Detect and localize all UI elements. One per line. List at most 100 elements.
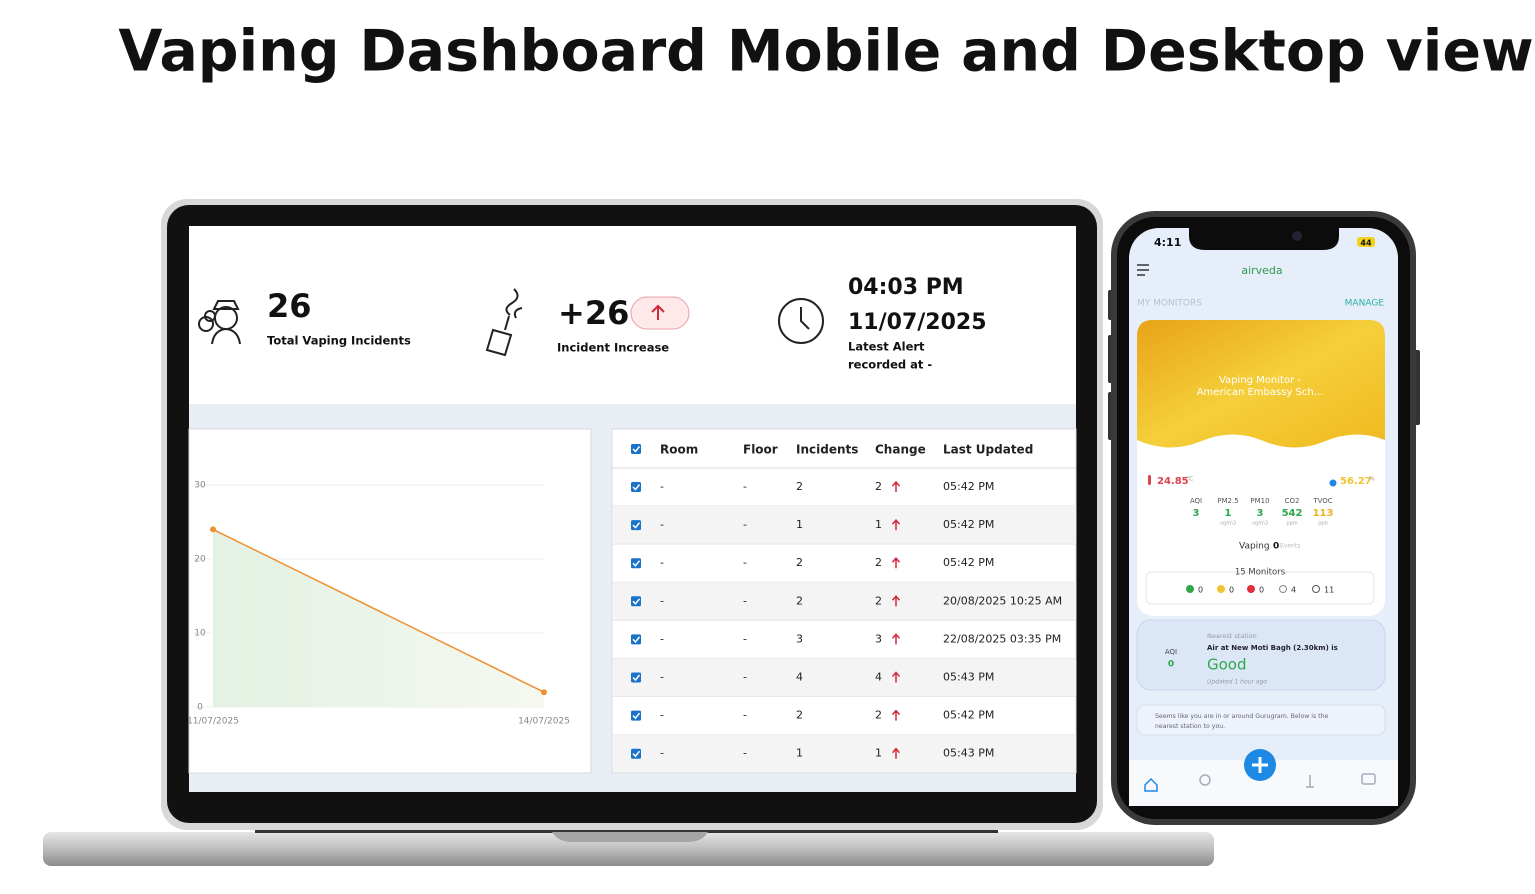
row-shade bbox=[613, 582, 1076, 621]
y-tick-label: 10 bbox=[194, 629, 206, 639]
home-tab[interactable] bbox=[1144, 777, 1158, 792]
cell: 05:43 PM bbox=[943, 747, 994, 760]
alert-label: Latest Alert bbox=[848, 340, 925, 354]
cell: - bbox=[660, 556, 664, 569]
cell: 05:42 PM bbox=[943, 709, 994, 722]
check-mark bbox=[632, 560, 641, 567]
increase-arrow bbox=[651, 304, 665, 320]
cell: 22/08/2025 03:35 PM bbox=[943, 632, 1061, 645]
status-time: 4:11 bbox=[1154, 236, 1181, 249]
station-updated: Updated 1 hour ago bbox=[1207, 679, 1267, 686]
cell: 05:42 PM bbox=[943, 556, 994, 569]
row-shade bbox=[613, 506, 1076, 545]
location-card bbox=[1136, 704, 1386, 736]
cell: - bbox=[660, 594, 664, 607]
cell: - bbox=[743, 747, 747, 760]
column-header: Floor bbox=[743, 443, 778, 457]
status-dot bbox=[1247, 585, 1255, 593]
laptop-notch bbox=[552, 832, 708, 842]
column-header: Change bbox=[875, 443, 926, 457]
metric-unit: ppb bbox=[1318, 521, 1328, 527]
stat-label: Incident Increase bbox=[557, 341, 669, 355]
cell: 4 bbox=[796, 671, 803, 684]
stat-value: 26 bbox=[267, 287, 312, 325]
station-status: Good bbox=[1207, 656, 1247, 674]
manage-link[interactable]: MANAGE bbox=[1345, 299, 1385, 309]
thermo bbox=[1148, 475, 1151, 485]
change-arrow bbox=[891, 633, 901, 645]
menu-icon bbox=[1137, 264, 1149, 276]
brand: airveda bbox=[1241, 264, 1282, 277]
change-arrow bbox=[891, 480, 901, 492]
metric-value: 1 bbox=[1225, 508, 1232, 519]
laptop-hinge bbox=[255, 829, 998, 833]
temperature-unit: °C bbox=[1186, 476, 1193, 483]
cell: - bbox=[743, 709, 747, 722]
metric-label: PM2.5 bbox=[1217, 497, 1238, 505]
laptop-base bbox=[43, 832, 1214, 866]
column-header: Room bbox=[660, 443, 698, 457]
alert-time: 04:03 PM bbox=[848, 275, 964, 300]
cell: 1 bbox=[875, 518, 882, 531]
battery-icon bbox=[1357, 237, 1375, 247]
map-tab[interactable] bbox=[1199, 774, 1211, 786]
vape-tab[interactable] bbox=[1306, 775, 1314, 788]
status-icon bbox=[1312, 585, 1320, 593]
check-mark bbox=[632, 636, 641, 644]
increase-badge bbox=[630, 296, 690, 330]
row-checkbox bbox=[631, 634, 641, 645]
location-note: nearest station to you. bbox=[1155, 723, 1225, 730]
cell: - bbox=[660, 709, 664, 722]
station-aqi-value: 0 bbox=[1168, 660, 1174, 670]
cell: - bbox=[743, 594, 747, 607]
cell: 2 bbox=[796, 480, 803, 493]
cell: - bbox=[743, 518, 747, 531]
vaping-unit: Events bbox=[1280, 543, 1300, 550]
metric-unit: ug/m3 bbox=[1220, 521, 1236, 527]
cell: 05:43 PM bbox=[943, 671, 994, 684]
chat-tab[interactable] bbox=[1361, 773, 1376, 785]
cell: 1 bbox=[796, 747, 803, 760]
vape-icon bbox=[485, 288, 523, 357]
cell: 1 bbox=[875, 747, 882, 760]
row-checkbox bbox=[631, 558, 641, 569]
row-checkbox bbox=[631, 444, 641, 454]
vaper-icon bbox=[198, 300, 241, 345]
humidity-drop bbox=[1329, 479, 1337, 487]
cell: - bbox=[743, 671, 747, 684]
monitor-name: American Embassy Sch... bbox=[1197, 387, 1324, 398]
cell: - bbox=[660, 747, 664, 760]
metric-unit: ug/m3 bbox=[1252, 521, 1268, 527]
cell: - bbox=[660, 671, 664, 684]
check-mark bbox=[632, 750, 641, 758]
point bbox=[541, 689, 547, 696]
row-checkbox bbox=[631, 596, 641, 607]
clock-icon bbox=[778, 298, 824, 344]
line bbox=[212, 528, 545, 693]
check-mark bbox=[632, 674, 641, 682]
phone-notch bbox=[1189, 228, 1339, 250]
cell: 2 bbox=[796, 556, 803, 569]
add-icon bbox=[1252, 757, 1268, 773]
column-header: Incidents bbox=[796, 443, 858, 457]
y-tick-label: 30 bbox=[194, 481, 206, 491]
cell: 3 bbox=[796, 632, 803, 645]
alert-label: recorded at - bbox=[848, 358, 932, 372]
location-note: Seems like you are in or around Gurugram… bbox=[1155, 713, 1329, 720]
row-shade bbox=[613, 734, 1076, 773]
battery-level: 44 bbox=[1360, 239, 1372, 248]
change-arrow bbox=[891, 709, 901, 721]
y-tick-label: 20 bbox=[194, 555, 206, 565]
change-arrow bbox=[891, 747, 901, 759]
mobile-app: 4:11 44 airveda MY MONITORS MANAGE Vaping Mon… bbox=[1137, 236, 1384, 730]
metric-unit: ppm bbox=[1286, 521, 1297, 527]
cell: 2 bbox=[875, 709, 882, 722]
stat-value: +26 bbox=[558, 294, 629, 332]
cell: - bbox=[660, 480, 664, 493]
cell: - bbox=[660, 632, 664, 645]
change-arrow bbox=[891, 518, 901, 531]
row-checkbox bbox=[631, 672, 641, 683]
check-mark bbox=[632, 598, 641, 605]
change-arrow bbox=[891, 557, 901, 569]
